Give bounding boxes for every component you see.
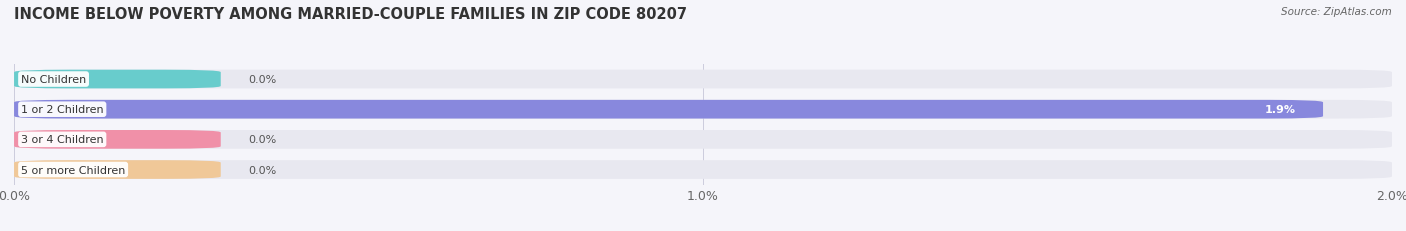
Text: 0.0%: 0.0% — [249, 75, 277, 85]
FancyBboxPatch shape — [14, 161, 221, 179]
Text: 1 or 2 Children: 1 or 2 Children — [21, 105, 104, 115]
FancyBboxPatch shape — [14, 131, 221, 149]
FancyBboxPatch shape — [14, 100, 1323, 119]
FancyBboxPatch shape — [14, 161, 1392, 179]
Text: Source: ZipAtlas.com: Source: ZipAtlas.com — [1281, 7, 1392, 17]
Text: 1.9%: 1.9% — [1264, 105, 1295, 115]
Text: 0.0%: 0.0% — [249, 165, 277, 175]
FancyBboxPatch shape — [14, 131, 1392, 149]
Text: 5 or more Children: 5 or more Children — [21, 165, 125, 175]
Text: 0.0%: 0.0% — [249, 135, 277, 145]
Text: INCOME BELOW POVERTY AMONG MARRIED-COUPLE FAMILIES IN ZIP CODE 80207: INCOME BELOW POVERTY AMONG MARRIED-COUPL… — [14, 7, 688, 22]
FancyBboxPatch shape — [14, 100, 1392, 119]
FancyBboxPatch shape — [14, 70, 221, 89]
Text: No Children: No Children — [21, 75, 86, 85]
FancyBboxPatch shape — [14, 70, 1392, 89]
Text: 3 or 4 Children: 3 or 4 Children — [21, 135, 104, 145]
